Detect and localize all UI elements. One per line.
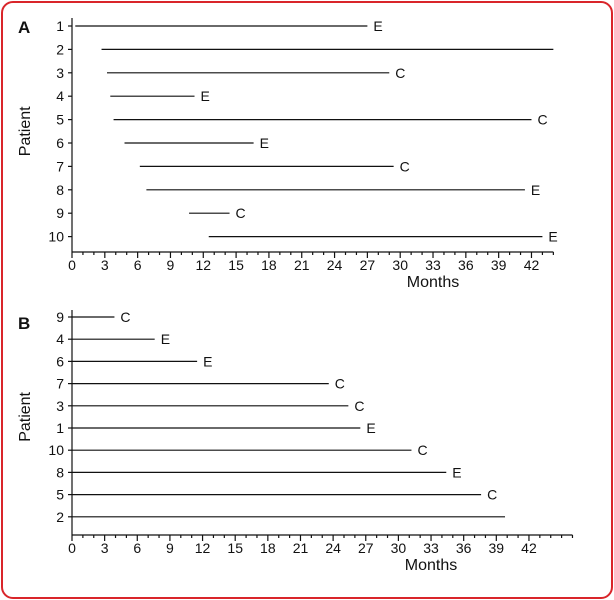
x-axis-title: Months <box>407 274 459 291</box>
y-tick-label: 4 <box>56 331 64 347</box>
x-tick-label: 33 <box>425 257 441 273</box>
event-status-label: E <box>203 353 212 369</box>
event-status-label: C <box>395 65 405 81</box>
y-axis-title: Patient <box>17 391 34 441</box>
y-tick-label: 6 <box>56 353 64 369</box>
x-tick-label: 42 <box>521 540 537 556</box>
x-tick-label: 30 <box>392 257 408 273</box>
x-tick-label: 15 <box>227 540 243 556</box>
x-tick-label: 6 <box>133 540 141 556</box>
event-status-label: C <box>236 205 246 221</box>
y-tick-label: 5 <box>56 112 64 128</box>
panel-a: A0 3 6 9 12 15 18 21 24 27 30 33 36 39 42MonthsPatient… <box>17 18 558 291</box>
x-tick-label: 9 <box>167 257 175 273</box>
x-tick-label: 18 <box>261 257 277 273</box>
y-tick-label: 3 <box>56 398 64 414</box>
x-tick-label: 36 <box>456 540 472 556</box>
x-tick-label: 24 <box>325 540 341 556</box>
x-tick-label: 3 <box>101 257 109 273</box>
y-tick-label: 3 <box>56 65 64 81</box>
x-tick-label: 0 <box>68 540 76 556</box>
x-tick-label: 3 <box>101 540 109 556</box>
x-tick-label: 12 <box>195 257 211 273</box>
x-tick-label: 30 <box>391 540 407 556</box>
y-tick-label: 10 <box>48 442 64 458</box>
x-axis-title: Months <box>405 557 457 574</box>
event-status-label: E <box>366 420 375 436</box>
event-status-label: E <box>260 135 269 151</box>
panel-letter: B <box>18 314 30 333</box>
y-tick-label: 2 <box>56 41 64 57</box>
x-tick-label: 0 <box>68 257 76 273</box>
x-tick-label: 27 <box>360 257 376 273</box>
y-tick-label: 6 <box>56 135 64 151</box>
y-tick-label: 10 <box>48 229 64 245</box>
y-tick-label: 8 <box>56 182 64 198</box>
y-tick-label: 7 <box>56 158 64 174</box>
x-tick-label: 21 <box>294 257 310 273</box>
x-tick-label: 24 <box>327 257 343 273</box>
y-tick-label: 1 <box>56 18 64 34</box>
x-tick-label: 39 <box>489 540 505 556</box>
event-status-label: E <box>373 18 382 34</box>
x-tick-label: 12 <box>195 540 211 556</box>
event-status-label: C <box>537 112 547 128</box>
event-status-label: E <box>548 229 557 245</box>
x-tick-label: 21 <box>293 540 309 556</box>
x-tick-label: 18 <box>260 540 276 556</box>
event-status-label: E <box>201 88 210 104</box>
y-tick-label: 5 <box>56 487 64 503</box>
x-tick-label: 36 <box>458 257 474 273</box>
x-tick-label: 42 <box>524 257 540 273</box>
x-tick-label: 39 <box>491 257 507 273</box>
y-tick-label: 2 <box>56 509 64 525</box>
event-status-label: C <box>335 376 345 392</box>
y-tick-label: 8 <box>56 464 64 480</box>
y-tick-label: 9 <box>56 205 64 221</box>
event-status-label: C <box>400 158 410 174</box>
event-status-label: C <box>354 398 364 414</box>
x-tick-label: 27 <box>358 540 374 556</box>
x-tick-label: 33 <box>423 540 439 556</box>
event-status-label: C <box>120 309 130 325</box>
event-status-label: C <box>487 487 497 503</box>
y-axis-title: Patient <box>17 106 34 156</box>
event-status-label: E <box>531 182 540 198</box>
y-tick-label: 9 <box>56 309 64 325</box>
y-tick-label: 4 <box>56 88 64 104</box>
x-tick-label: 9 <box>166 540 174 556</box>
event-status-label: C <box>417 442 427 458</box>
event-status-label: E <box>161 331 170 347</box>
x-tick-label: 15 <box>228 257 244 273</box>
event-status-label: E <box>452 464 461 480</box>
panel-letter: A <box>18 18 30 37</box>
x-tick-label: 6 <box>134 257 142 273</box>
y-tick-label: 1 <box>56 420 64 436</box>
panel-b: B0 3 6 9 12 15 18 21 24 27 30 33 36 39 42MonthsPatient… <box>17 309 574 574</box>
y-tick-label: 7 <box>56 376 64 392</box>
